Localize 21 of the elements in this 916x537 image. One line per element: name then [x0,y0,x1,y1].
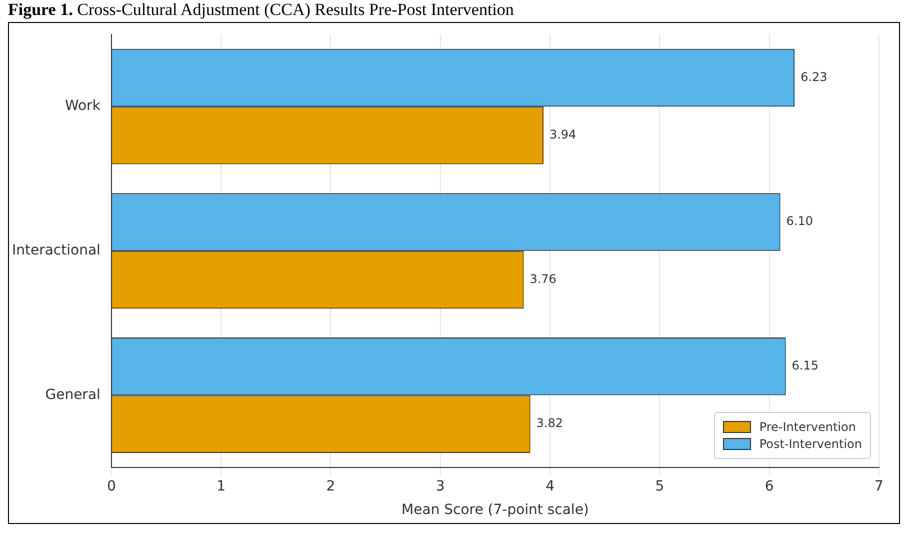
x-tick-label: 6 [764,478,774,494]
x-tick-label: 1 [216,478,226,494]
y-tick-label: General [45,386,100,403]
data-label: 6.23 [800,70,828,84]
x-tick-label: 4 [546,478,555,494]
x-tick-label: 7 [874,478,884,494]
x-axis-title: Mean Score (7-point scale) [402,502,589,518]
chart-title: Figure 1. Cross-Cultural Adjustment (CCA) Results Pre-Post Intervention [8,0,515,20]
data-label: 6.10 [786,214,814,228]
x-tick-label: 2 [326,478,336,494]
data-label: 3.82 [536,416,564,430]
x-tick-label: 3 [436,478,445,494]
y-tick-label: Interactional [12,242,100,259]
data-label: 3.76 [530,272,556,286]
legend-label: Pre-Intervention [759,420,856,434]
legend-label: Post-Intervention [759,437,862,452]
y-tick-label: Work [64,98,102,114]
x-tick-label: 5 [655,478,664,494]
data-label: 3.94 [549,128,576,142]
x-tick-label: 0 [106,478,116,494]
data-label: 6.15 [792,358,819,372]
